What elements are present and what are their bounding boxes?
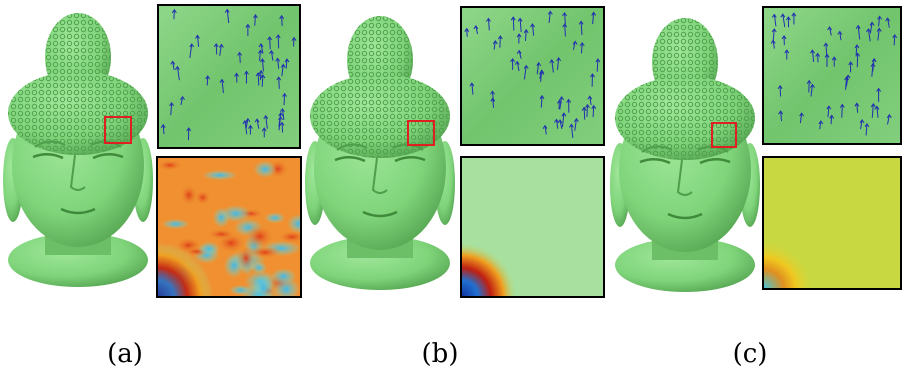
normal-arrow <box>584 108 585 120</box>
model-render <box>305 16 455 290</box>
normal-arrow <box>284 94 285 105</box>
normal-patches <box>158 5 901 148</box>
normal-arrow <box>565 24 566 36</box>
normal-arrow <box>258 73 259 86</box>
normal-arrow <box>541 96 542 108</box>
normal-arrow <box>597 59 598 72</box>
normal-arrow <box>278 35 279 48</box>
normal-arrow <box>842 104 843 117</box>
panel-label: (b) <box>422 339 459 369</box>
model-render <box>3 13 153 287</box>
page: (a) (b) (c) (() => { const data = JSON.p… <box>0 0 902 371</box>
heatmap-corner <box>157 157 301 297</box>
figure: (a) (b) (c) <box>0 0 902 371</box>
normal-arrow <box>587 105 588 117</box>
zoom-patch <box>763 7 901 144</box>
panel-label: (c) <box>733 339 768 369</box>
heatmap-corner <box>461 157 604 297</box>
normal-arrow <box>513 17 514 30</box>
model-render <box>610 18 760 292</box>
normal-arrow <box>279 77 280 89</box>
panel-label: (a) <box>107 339 143 369</box>
heatmap-corner <box>763 157 901 289</box>
normal-arrow <box>270 37 271 49</box>
